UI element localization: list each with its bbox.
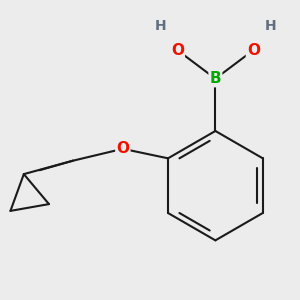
Text: O: O (247, 43, 260, 58)
Text: O: O (116, 141, 129, 156)
Text: O: O (171, 43, 184, 58)
Text: H: H (155, 20, 167, 33)
Text: B: B (210, 71, 221, 86)
Text: H: H (264, 20, 276, 33)
